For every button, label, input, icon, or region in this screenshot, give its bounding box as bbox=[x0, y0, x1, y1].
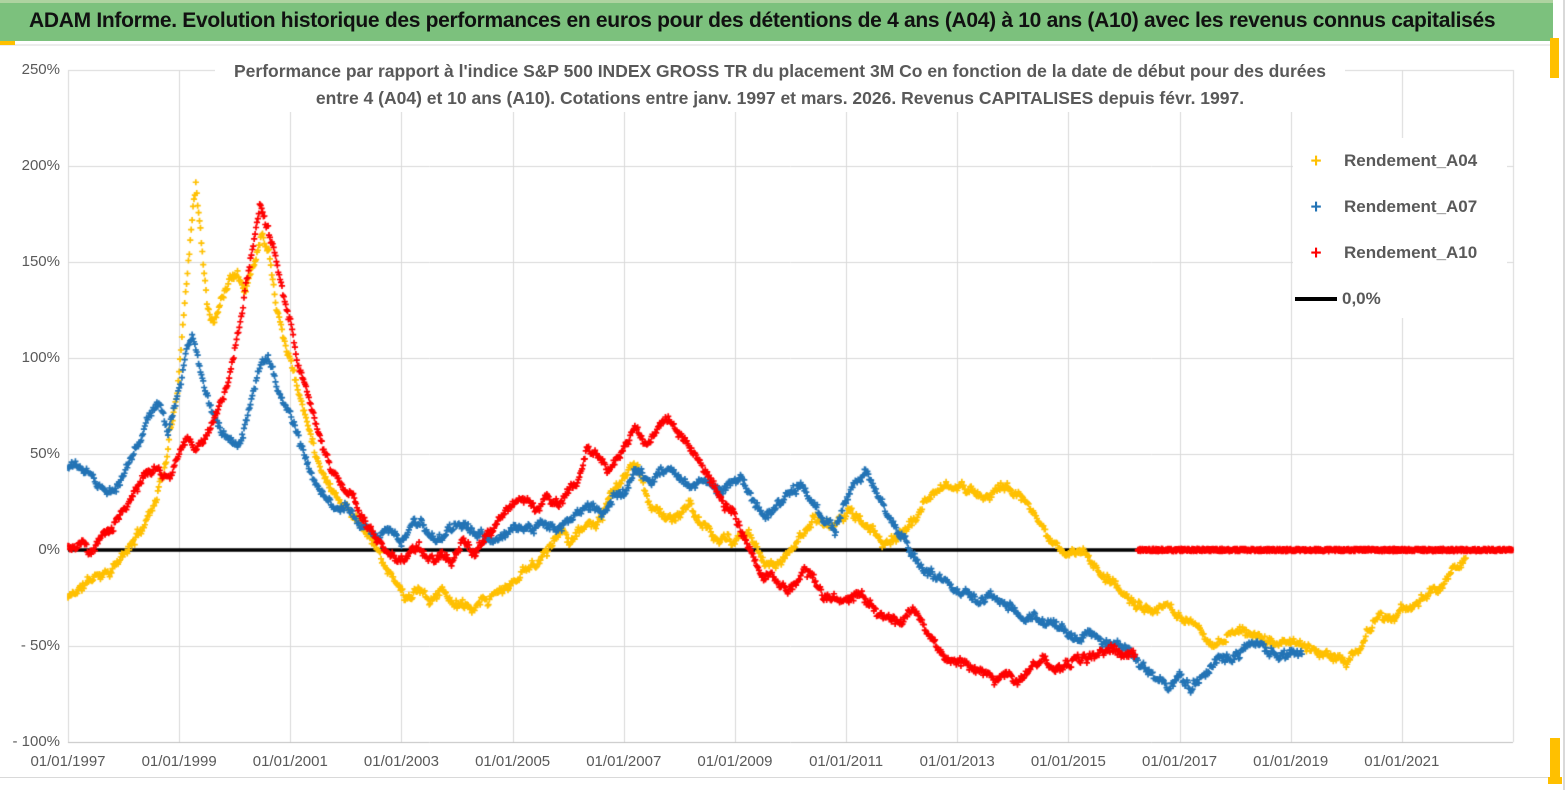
legend-item-label: 0,0% bbox=[1342, 289, 1381, 308]
x-axis-tick-label: 01/01/2001 bbox=[252, 753, 328, 770]
x-axis-tick-label: 01/01/2005 bbox=[475, 753, 551, 770]
x-axis-tick-label: 01/01/2015 bbox=[1030, 753, 1106, 770]
y-axis-tick-label: 50% bbox=[0, 444, 62, 464]
y-axis-tick-label: - 100% bbox=[0, 732, 62, 752]
legend-item-label: Rendement_A10 bbox=[1344, 243, 1478, 262]
x-axis-tick-label: 01/01/2013 bbox=[919, 753, 995, 770]
yellow-border-top-right bbox=[1550, 38, 1559, 78]
y-axis-tick-label: 150% bbox=[0, 252, 62, 272]
legend-item-label: Rendement_A04 bbox=[1344, 151, 1478, 170]
y-axis-tick-label: 0% bbox=[0, 540, 62, 560]
yellow-border-tab bbox=[0, 41, 15, 45]
x-axis-tick-label: 01/01/2019 bbox=[1253, 753, 1329, 770]
chart-title: Performance par rapport à l'indice S&P 5… bbox=[215, 58, 1345, 112]
legend-plus-marker-icon: + bbox=[1310, 150, 1322, 172]
yellow-border-bottom-right bbox=[1550, 738, 1560, 784]
legend-line-swatch bbox=[1295, 297, 1337, 301]
y-axis-tick-label: - 50% bbox=[0, 636, 62, 656]
legend-plus-marker-icon: + bbox=[1310, 242, 1322, 264]
x-axis-tick-label: 01/01/1997 bbox=[30, 753, 106, 770]
legend-item-label: Rendement_A07 bbox=[1344, 197, 1478, 216]
y-axis-tick-label: 100% bbox=[0, 348, 62, 368]
chart-title-line2: entre 4 (A04) et 10 ans (A10). Cotations… bbox=[315, 88, 1245, 108]
legend-plus-marker-icon: + bbox=[1310, 196, 1322, 218]
chart-legend[interactable]: + Rendement_A04 + Rendement_A07 + Rendement_A… bbox=[1293, 138, 1507, 318]
x-axis-tick-label: 01/01/2011 bbox=[809, 753, 884, 770]
legend-item-rendement-a10[interactable]: + Rendement_A10 bbox=[1293, 230, 1507, 276]
x-axis-tick-label: 01/01/2003 bbox=[363, 753, 439, 770]
y-axis-tick-label: 250% bbox=[0, 60, 62, 80]
app-title-banner: ADAM Informe. Evolution historique des p… bbox=[0, 0, 1553, 41]
yellow-border-bottom-corner bbox=[1548, 777, 1562, 784]
chart-title-line1: Performance par rapport à l'indice S&P 5… bbox=[234, 61, 1326, 81]
legend-item-0-0-[interactable]: 0,0% bbox=[1293, 276, 1507, 322]
banner-divider bbox=[0, 44, 1553, 46]
x-axis-tick-label: 01/01/2007 bbox=[586, 753, 662, 770]
y-axis-tick-label: 200% bbox=[0, 156, 62, 176]
x-axis-tick-label: 01/01/2017 bbox=[1141, 753, 1218, 770]
banner-title: ADAM Informe. Evolution historique des p… bbox=[29, 9, 1496, 32]
legend-item-rendement-a04[interactable]: + Rendement_A04 bbox=[1293, 138, 1507, 184]
x-axis-tick-label: 01/01/2021 bbox=[1364, 753, 1440, 770]
x-axis-tick-label: 01/01/2009 bbox=[697, 753, 773, 770]
chart-area-bottom-edge bbox=[0, 777, 1548, 778]
legend-item-rendement-a07[interactable]: + Rendement_A07 bbox=[1293, 184, 1507, 230]
x-axis-tick-label: 01/01/1999 bbox=[141, 753, 217, 770]
